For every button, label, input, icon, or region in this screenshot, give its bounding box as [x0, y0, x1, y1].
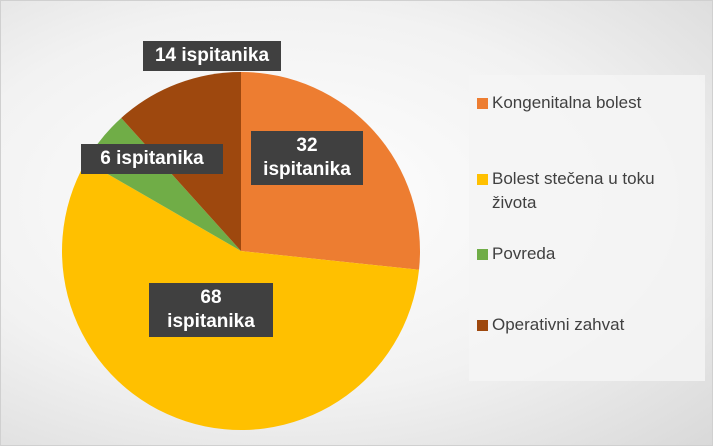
legend-item: Bolest stečena u toku života: [477, 167, 692, 215]
legend-swatch: [477, 249, 488, 260]
data-label: 6 ispitanika: [81, 144, 223, 174]
legend-swatch: [477, 98, 488, 109]
legend-item: Operativni zahvat: [477, 313, 692, 337]
data-label: 32 ispitanika: [251, 131, 363, 185]
legend-swatch: [477, 174, 488, 185]
legend: Kongenitalna bolest Bolest stečena u toku…: [469, 75, 705, 381]
legend-label: Bolest stečena u toku života: [492, 169, 655, 212]
legend-item: Povreda: [477, 242, 692, 266]
legend-label: Povreda: [492, 244, 556, 263]
data-label: 14 ispitanika: [143, 41, 281, 71]
legend-label: Kongenitalna bolest: [492, 93, 642, 112]
legend-item: Kongenitalna bolest: [477, 91, 692, 115]
legend-label: Operativni zahvat: [492, 315, 625, 334]
data-label: 68 ispitanika: [149, 283, 273, 337]
legend-swatch: [477, 320, 488, 331]
